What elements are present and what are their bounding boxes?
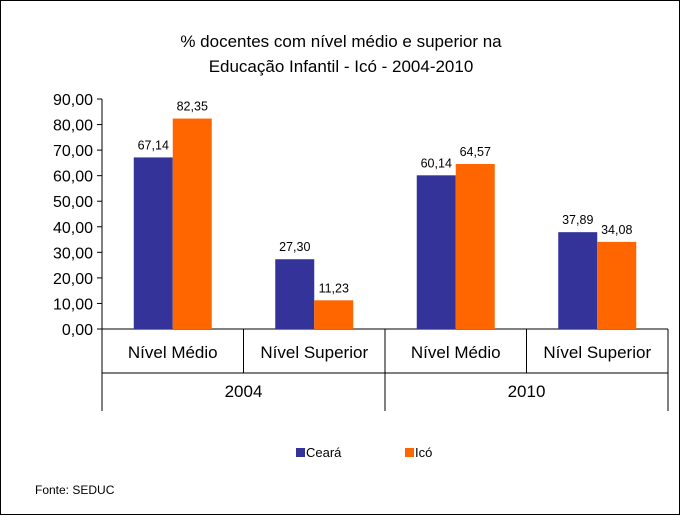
data-label: 37,89	[562, 213, 593, 227]
data-label: 27,30	[279, 240, 310, 254]
bar-ceara	[558, 232, 598, 329]
y-tick-label: 50,00	[53, 194, 93, 211]
y-tick-label: 60,00	[53, 169, 93, 186]
data-labels: 67,14 82,35 27,30 11,23 60,14 64,57 37,89 34,08	[138, 100, 633, 296]
y-tick-label: 30,00	[53, 245, 93, 262]
category-label: Nível Médio	[411, 343, 501, 362]
y-tick-label: 0,00	[62, 322, 93, 339]
legend-label: Ceará	[306, 445, 342, 460]
data-label: 60,14	[421, 156, 452, 170]
legend-label: Icó	[415, 445, 432, 460]
y-tick-label: 10,00	[53, 296, 93, 313]
chart-title-line: Educação Infantil - Icó - 2004-2010	[209, 57, 474, 76]
category-label: Nível Médio	[128, 343, 218, 362]
bars	[133, 118, 637, 329]
bar-ceara	[275, 259, 315, 329]
bar-ico	[455, 163, 495, 329]
bar-ceara	[416, 175, 456, 329]
bar-ico	[314, 300, 354, 329]
y-tick-label: 40,00	[53, 220, 93, 237]
y-tick-label: 20,00	[53, 271, 93, 288]
chart-title-line: % docentes com nível médio e superior na	[180, 32, 502, 51]
axes: 0,00 10,00 20,00 30,00 40,00 50,00 60,00 70,00 8…	[53, 92, 668, 339]
bar-ico	[172, 118, 212, 329]
group-label: 2004	[225, 382, 263, 401]
legend-swatch	[405, 448, 414, 457]
legend: Ceará Icó	[296, 445, 432, 460]
data-label: 67,14	[138, 138, 169, 152]
y-tick-label: 90,00	[53, 92, 93, 109]
group-label: 2010	[508, 382, 546, 401]
legend-swatch	[296, 448, 305, 457]
source-note: Fonte: SEDUC	[35, 483, 115, 497]
data-label: 34,08	[601, 223, 632, 237]
category-axis-labels: Nível Médio Nível Superior Nível Médio Níve…	[101, 329, 669, 411]
data-label: 64,57	[460, 145, 491, 159]
y-tick-label: 70,00	[53, 143, 93, 160]
chart-title: % docentes com nível médio e superior na…	[180, 32, 502, 76]
y-tick-label: 80,00	[53, 118, 93, 135]
category-label: Nível Superior	[543, 343, 651, 362]
data-label: 11,23	[319, 281, 349, 295]
category-label: Nível Superior	[260, 343, 368, 362]
data-label: 82,35	[177, 100, 208, 114]
bar-ceara	[133, 157, 173, 329]
bar-ico	[597, 241, 637, 329]
